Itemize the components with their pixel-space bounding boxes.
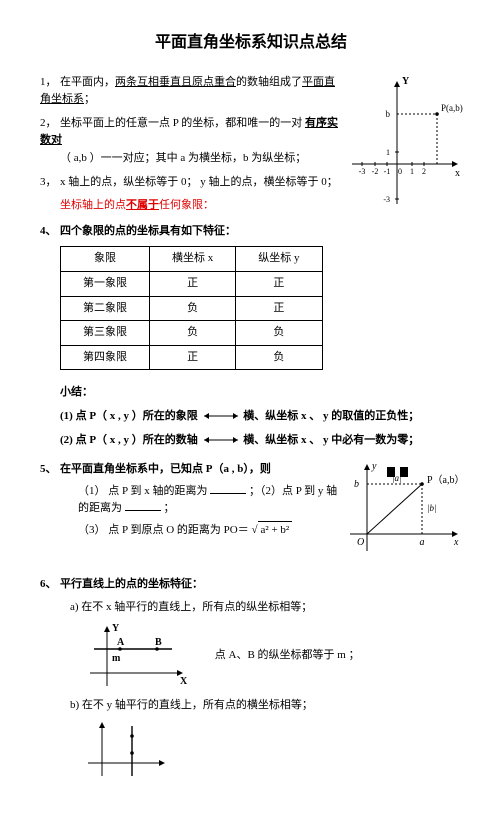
tip-2: (2) 点 P（ x , y ）所在的数轴 横、纵坐标 x 、 y 中必有一数为… xyxy=(60,432,462,450)
text: （3） 点 P 到原点 O 的距离为 PO＝ xyxy=(78,524,249,536)
item-num: 2， xyxy=(40,115,60,133)
text: 坐标平面上的任意一点 P 的坐标，都和唯一的一对 xyxy=(60,117,305,129)
text: ； xyxy=(164,502,175,514)
page-title: 平面直角坐标系知识点总结 xyxy=(40,30,462,56)
td: 正 xyxy=(236,296,322,321)
item-5: 5、在平面直角坐标系中，已知点 P（a , b），则 xyxy=(40,461,462,479)
item-1: 1，在平面内，两条互相垂直且原点重合的数轴组成了平面直角坐标系； xyxy=(40,74,462,109)
item-num: 6、 xyxy=(40,576,60,594)
item-2: 2，坐标平面上的任意一点 P 的坐标，都和唯一的一对 有序实数对 （ a,b ）… xyxy=(40,115,462,168)
m-label: m xyxy=(112,653,121,664)
text: ； xyxy=(84,93,95,105)
tip-1: (1) 点 P（ x , y ）所在的象限 横、纵坐标 x 、 y 的取值的正负… xyxy=(60,408,462,426)
blank-fill xyxy=(210,483,246,494)
td: 正 xyxy=(150,345,236,370)
abs-b: |b| xyxy=(427,503,436,513)
td: 正 xyxy=(236,271,322,296)
diagram-6b xyxy=(82,718,462,785)
y-axis-label: Y xyxy=(112,623,120,634)
item-6: 6、平行直线上的点的坐标特征： xyxy=(40,576,462,594)
double-arrow-icon xyxy=(201,435,241,445)
double-arrow-icon xyxy=(201,411,241,421)
origin-label: O xyxy=(357,537,364,548)
item-num: 3， xyxy=(40,174,60,192)
item-4: 4、四个象限的点的坐标具有如下特征： xyxy=(40,223,462,241)
item-6a: a) 在不 x 轴平行的直线上，所有点的纵坐标相等； xyxy=(70,599,462,617)
red-bold: 不属于 xyxy=(126,199,159,211)
item-6b: b) 在不 y 轴平行的直线上，所有点的横坐标相等； xyxy=(70,697,462,715)
tips-label: 小结： xyxy=(60,386,93,398)
item-num: 1， xyxy=(40,74,60,92)
td: 第四象限 xyxy=(61,345,150,370)
item-num: 5、 xyxy=(40,461,60,479)
text: 平行直线上的点的坐标特征： xyxy=(60,578,203,590)
sqrt-expr: √a² + b² xyxy=(251,521,292,540)
text: 四个象限的点的坐标具有如下特征： xyxy=(60,225,236,237)
neg-y: -3 xyxy=(383,195,390,204)
underline-text: 两条互相垂直且原点重合 xyxy=(115,76,236,88)
B-label: B xyxy=(155,637,162,648)
th: 横坐标 x xyxy=(150,247,236,272)
td: 正 xyxy=(150,271,236,296)
diagram-6a: Y X A B m 点 A、B 的纵坐标都等于 m ； xyxy=(82,621,462,691)
b-label: b xyxy=(354,479,359,490)
text: x 轴上的点，纵坐标等于 0； y 轴上的点，横坐标等于 0； xyxy=(60,176,338,188)
text: 的数轴组成了 xyxy=(236,76,302,88)
note-6a: 点 A、B 的纵坐标都等于 m ； xyxy=(215,649,360,661)
x-axis-label: X xyxy=(180,676,188,687)
blank-fill xyxy=(125,500,161,511)
item-3: 3，x 轴上的点，纵坐标等于 0； y 轴上的点，横坐标等于 0； xyxy=(40,174,462,192)
x-axis-label: x xyxy=(453,537,459,548)
text: 在平面内， xyxy=(60,76,115,88)
tips-block: 小结： (1) 点 P（ x , y ）所在的象限 横、纵坐标 x 、 y 的取… xyxy=(60,384,462,449)
th: 纵坐标 y xyxy=(236,247,322,272)
td: 负 xyxy=(150,321,236,346)
text: 在平面直角坐标系中，已知点 P（a , b），则 xyxy=(60,463,271,475)
td: 第二象限 xyxy=(61,296,150,321)
a-label: a xyxy=(420,537,425,548)
text: （1） 点 P 到 x 轴的距离为 xyxy=(78,485,207,497)
radicand: a² + b² xyxy=(258,521,293,540)
item-2-line2: （ a,b ）一一对应；其中 a 为横坐标，b 为纵坐标； xyxy=(60,150,462,168)
td: 负 xyxy=(236,321,322,346)
td: 第三象限 xyxy=(61,321,150,346)
A-label: A xyxy=(117,637,125,648)
td: 负 xyxy=(150,296,236,321)
quadrant-table: 象限 横坐标 x 纵坐标 y 第一象限 正 正 第二象限 负 正 第三象限 负 … xyxy=(60,246,323,370)
item-num: 4、 xyxy=(40,223,60,241)
td: 第一象限 xyxy=(61,271,150,296)
td: 负 xyxy=(236,345,322,370)
th: 象限 xyxy=(61,247,150,272)
